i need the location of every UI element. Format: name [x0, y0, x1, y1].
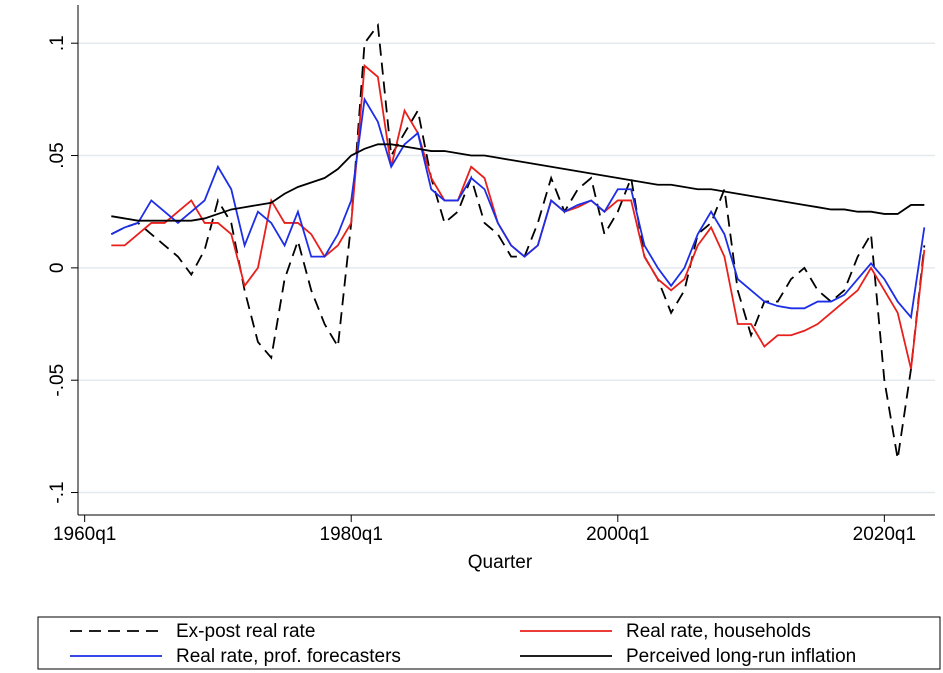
y-tick-label: -.1 [47, 481, 68, 503]
y-tick-label: .1 [47, 35, 68, 51]
x-axis-label: Quarter [468, 552, 533, 573]
x-tick-label: 2000q1 [586, 524, 649, 545]
legend-label: Real rate, prof. forecasters [176, 646, 401, 667]
y-tick-label: .05 [47, 142, 68, 168]
series-line [111, 63, 926, 370]
x-tick-label: 1980q1 [320, 524, 383, 545]
series-line [111, 143, 925, 222]
legend-label: Perceived long-run inflation [626, 646, 856, 667]
legend-label: Ex-post real rate [176, 621, 315, 642]
legend-box [37, 616, 941, 670]
x-tick-label: 2020q1 [853, 524, 916, 545]
series-line [110, 96, 926, 320]
y-tick-label: 0 [47, 263, 68, 274]
legend-label: Real rate, households [626, 621, 811, 642]
series-line [110, 22, 926, 459]
x-tick-label: 1960q1 [53, 524, 116, 545]
y-tick-label: -.05 [47, 364, 68, 397]
